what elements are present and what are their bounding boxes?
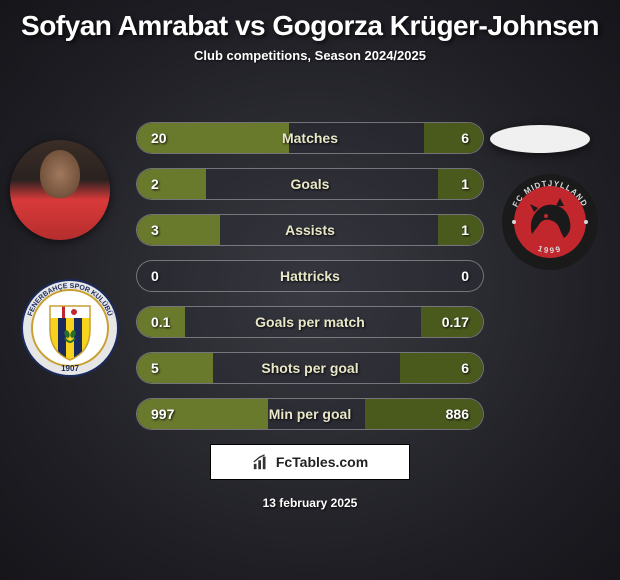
stat-value-left: 0 xyxy=(137,268,217,284)
club-right-badge: FC MIDTJYLLAND 1999 xyxy=(500,172,600,272)
stat-value-left: 997 xyxy=(137,406,217,422)
club-left-badge: FENERBAHÇE SPOR KULÜBÜ 1907 xyxy=(20,278,120,378)
stat-label: Assists xyxy=(217,222,403,238)
stat-value-left: 0.1 xyxy=(137,314,217,330)
stats-container: 20Matches62Goals13Assists10Hattricks00.1… xyxy=(136,122,484,444)
stat-value-left: 2 xyxy=(137,176,217,192)
stat-row: 997Min per goal886 xyxy=(136,398,484,430)
stat-value-right: 0 xyxy=(403,268,483,284)
chart-icon xyxy=(252,453,270,471)
stat-value-left: 5 xyxy=(137,360,217,376)
player-left-avatar xyxy=(10,140,110,240)
stat-row: 0.1Goals per match0.17 xyxy=(136,306,484,338)
stat-value-right: 6 xyxy=(403,360,483,376)
player-right-placeholder xyxy=(490,125,590,153)
attribution-text: FcTables.com xyxy=(276,454,368,470)
comparison-date: 13 february 2025 xyxy=(0,496,620,510)
stat-value-right: 0.17 xyxy=(403,314,483,330)
stat-value-right: 1 xyxy=(403,222,483,238)
stat-value-left: 3 xyxy=(137,222,217,238)
stat-label: Matches xyxy=(217,130,403,146)
comparison-title: Sofyan Amrabat vs Gogorza Krüger-Johnsen xyxy=(0,0,620,42)
attribution-badge: FcTables.com xyxy=(210,444,410,480)
stat-row: 0Hattricks0 xyxy=(136,260,484,292)
stat-row: 3Assists1 xyxy=(136,214,484,246)
stat-label: Hattricks xyxy=(217,268,403,284)
stat-label: Goals xyxy=(217,176,403,192)
stat-row: 5Shots per goal6 xyxy=(136,352,484,384)
club-left-year: 1907 xyxy=(61,364,79,373)
stat-value-right: 886 xyxy=(403,406,483,422)
stat-label: Goals per match xyxy=(217,314,403,330)
stat-label: Shots per goal xyxy=(217,360,403,376)
stat-label: Min per goal xyxy=(217,406,403,422)
comparison-subtitle: Club competitions, Season 2024/2025 xyxy=(0,48,620,63)
stat-row: 20Matches6 xyxy=(136,122,484,154)
stat-value-right: 6 xyxy=(403,130,483,146)
stat-row: 2Goals1 xyxy=(136,168,484,200)
stat-value-right: 1 xyxy=(403,176,483,192)
stat-value-left: 20 xyxy=(137,130,217,146)
